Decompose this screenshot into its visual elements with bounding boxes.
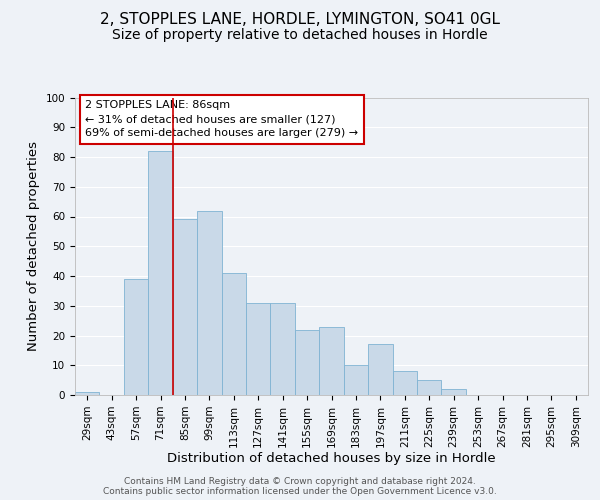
Text: Contains public sector information licensed under the Open Government Licence v3: Contains public sector information licen… <box>103 487 497 496</box>
X-axis label: Distribution of detached houses by size in Hordle: Distribution of detached houses by size … <box>167 452 496 466</box>
Text: Contains HM Land Registry data © Crown copyright and database right 2024.: Contains HM Land Registry data © Crown c… <box>124 477 476 486</box>
Bar <box>417 380 442 395</box>
Bar <box>392 371 417 395</box>
Bar <box>271 303 295 395</box>
Bar <box>319 326 344 395</box>
Bar <box>368 344 392 395</box>
Bar <box>246 303 271 395</box>
Text: 2, STOPPLES LANE, HORDLE, LYMINGTON, SO41 0GL: 2, STOPPLES LANE, HORDLE, LYMINGTON, SO4… <box>100 12 500 28</box>
Bar <box>148 151 173 395</box>
Bar <box>173 220 197 395</box>
Bar <box>197 210 221 395</box>
Text: Size of property relative to detached houses in Hordle: Size of property relative to detached ho… <box>112 28 488 42</box>
Bar <box>221 273 246 395</box>
Y-axis label: Number of detached properties: Number of detached properties <box>27 141 40 352</box>
Bar <box>295 330 319 395</box>
Bar <box>344 365 368 395</box>
Text: 2 STOPPLES LANE: 86sqm
← 31% of detached houses are smaller (127)
69% of semi-de: 2 STOPPLES LANE: 86sqm ← 31% of detached… <box>85 100 358 138</box>
Bar <box>75 392 100 395</box>
Bar <box>442 389 466 395</box>
Bar <box>124 279 148 395</box>
